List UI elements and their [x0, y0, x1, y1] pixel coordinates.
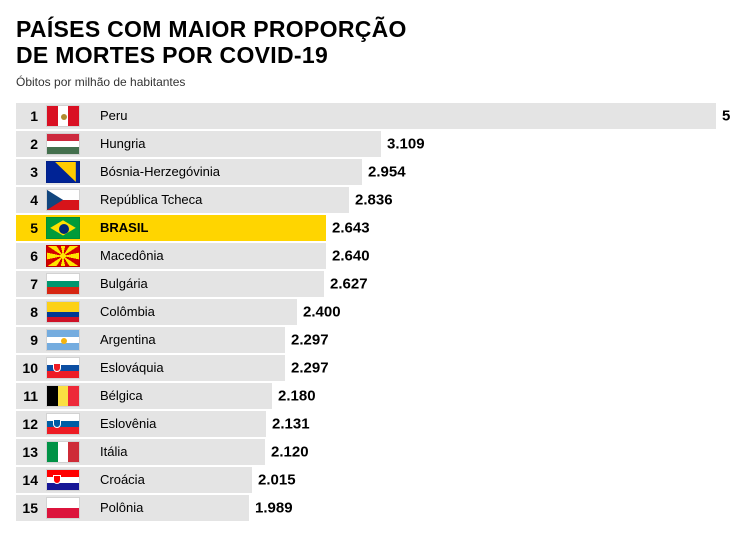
rank-label: 3	[16, 164, 42, 180]
bar-row: 11 Bélgica 2.180	[16, 383, 718, 409]
value-label: 2.015	[258, 471, 296, 488]
bar-row: 3 Bósnia-Herzegóvinia 2.954	[16, 159, 718, 185]
value-label: 2.180	[278, 387, 316, 404]
country-label: Eslováquia	[100, 360, 164, 375]
chart-title-line2: DE MORTES POR COVID-19	[16, 42, 718, 68]
chart-title-line1: PAÍSES COM MAIOR PROPORÇÃO	[16, 16, 718, 42]
country-label: Colômbia	[100, 304, 155, 319]
value-label: 2.400	[303, 303, 341, 320]
bar-row: 10 Eslováquia 2.297	[16, 355, 718, 381]
flag-icon	[46, 161, 80, 183]
value-label: 2.297	[291, 359, 329, 376]
rank-label: 10	[16, 360, 42, 376]
flag-icon	[46, 497, 80, 519]
bar-chart: 1Peru5.9692Hungria3.1093Bósnia-Herzegóvi…	[16, 103, 718, 521]
bar-row: 14 Croácia 2.015	[16, 467, 718, 493]
flag-icon	[46, 413, 80, 435]
rank-label: 5	[16, 220, 42, 236]
bar-row: 4 República Tcheca 2.836	[16, 187, 718, 213]
rank-label: 9	[16, 332, 42, 348]
flag-icon	[46, 273, 80, 295]
rank-label: 11	[16, 388, 42, 404]
bar-row: 1Peru5.969	[16, 103, 718, 129]
bar-row: 15 Polônia 1.989	[16, 495, 718, 521]
country-label: Eslovênia	[100, 416, 156, 431]
value-label: 1.989	[255, 499, 293, 516]
flag-icon	[46, 385, 80, 407]
bar-row: 7 Bulgária 2.627	[16, 271, 718, 297]
rank-label: 4	[16, 192, 42, 208]
value-label: 2.131	[272, 415, 310, 432]
bar-row: 6 Macedônia 2.640	[16, 243, 718, 269]
country-label: República Tcheca	[100, 192, 202, 207]
country-label: Macedônia	[100, 248, 164, 263]
value-label: 2.643	[332, 219, 370, 236]
rank-label: 15	[16, 500, 42, 516]
value-label: 2.627	[330, 275, 368, 292]
country-label: Peru	[100, 108, 127, 123]
country-label: Bélgica	[100, 388, 143, 403]
country-label: Croácia	[100, 472, 145, 487]
country-label: Bósnia-Herzegóvinia	[100, 164, 220, 179]
value-label: 2.640	[332, 247, 370, 264]
rank-label: 2	[16, 136, 42, 152]
value-label: 2.120	[271, 443, 309, 460]
rank-label: 1	[16, 108, 42, 124]
flag-icon	[46, 441, 80, 463]
flag-icon	[46, 357, 80, 379]
bar-row: 2 Hungria 3.109	[16, 131, 718, 157]
bar-row: 5 BRASIL 2.643	[16, 215, 718, 241]
bar-row: 12 Eslovênia 2.131	[16, 411, 718, 437]
flag-icon	[46, 189, 80, 211]
bar-row: 13 Itália 2.120	[16, 439, 718, 465]
rank-label: 7	[16, 276, 42, 292]
flag-icon	[46, 469, 80, 491]
country-label: Polônia	[100, 500, 143, 515]
country-label: Hungria	[100, 136, 146, 151]
chart-subtitle: Óbitos por milhão de habitantes	[16, 75, 718, 89]
value-label: 3.109	[387, 135, 425, 152]
country-label: BRASIL	[100, 220, 148, 235]
bar-row: 8 Colômbia 2.400	[16, 299, 718, 325]
value-label: 2.836	[355, 191, 393, 208]
flag-icon	[46, 301, 80, 323]
rank-label: 14	[16, 472, 42, 488]
flag-icon	[46, 245, 80, 267]
rank-label: 12	[16, 416, 42, 432]
rank-label: 8	[16, 304, 42, 320]
flag-icon	[46, 133, 80, 155]
country-label: Argentina	[100, 332, 156, 347]
rank-label: 6	[16, 248, 42, 264]
value-label: 5.969	[722, 107, 730, 124]
flag-icon	[46, 217, 80, 239]
bar-row: 9 Argentina 2.297	[16, 327, 718, 353]
flag-icon	[46, 329, 80, 351]
country-label: Itália	[100, 444, 127, 459]
flag-icon	[46, 105, 80, 127]
value-label: 2.954	[368, 163, 406, 180]
value-label: 2.297	[291, 331, 329, 348]
rank-label: 13	[16, 444, 42, 460]
country-label: Bulgária	[100, 276, 148, 291]
